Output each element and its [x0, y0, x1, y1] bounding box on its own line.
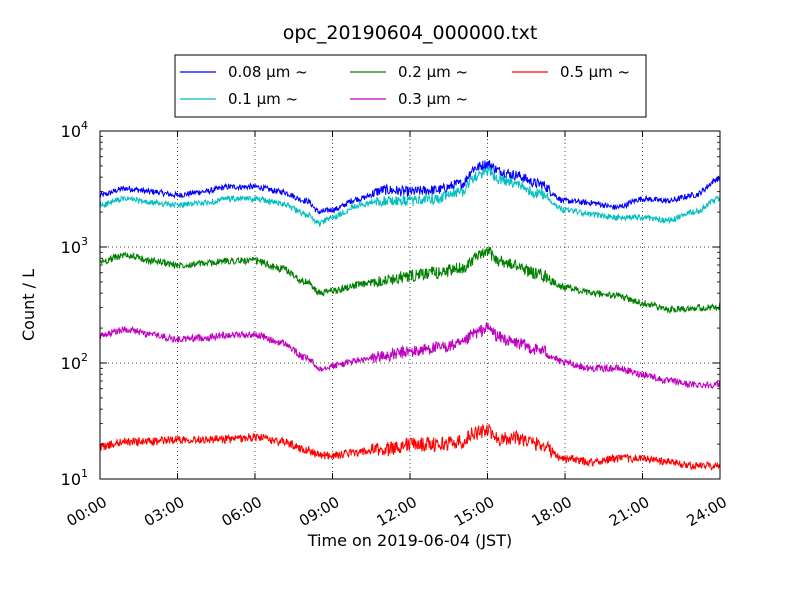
y-axis-label: Count / L: [19, 269, 38, 341]
x-tick-label: 12:00: [374, 493, 420, 530]
series-line: [99, 165, 721, 227]
axis-ticks: 00:00 03:00 06:00 09:00 12:00 15:00 18:00 21:00…: [61, 119, 730, 530]
chart-title: opc_20190604_000000.txt: [283, 22, 538, 44]
series-line: [99, 423, 721, 471]
series-line: [99, 322, 721, 390]
series-lines: [99, 160, 721, 471]
series-line: [99, 246, 721, 314]
y-tick-label: 104: [61, 119, 88, 141]
x-tick-label: 15:00: [451, 493, 497, 530]
x-tick-label: 18:00: [529, 493, 575, 530]
legend-label: 0.08 μm ~: [228, 63, 308, 81]
x-tick-label: 00:00: [64, 493, 110, 530]
series-line: [99, 160, 721, 215]
y-tick-label: 101: [61, 467, 88, 489]
x-tick-label: 06:00: [219, 493, 265, 530]
legend-label: 0.5 μm ~: [560, 63, 630, 81]
x-axis-label: Time on 2019-06-04 (JST): [307, 531, 512, 550]
y-tick-label: 102: [61, 351, 88, 373]
x-tick-label: 03:00: [141, 493, 187, 530]
y-tick-label: 103: [61, 235, 88, 257]
grid-lines: [100, 131, 720, 479]
x-tick-label: 21:00: [606, 493, 652, 530]
legend-box: [174, 54, 647, 118]
legend-label: 0.3 μm ~: [398, 90, 468, 108]
legend: 0.08 μm ~ 0.1 μm ~ 0.2 μm ~ 0.3 μm ~ 0.5 μm …: [174, 54, 647, 118]
legend-label: 0.1 μm ~: [228, 90, 298, 108]
legend-label: 0.2 μm ~: [398, 63, 468, 81]
x-tick-label: 24:00: [684, 493, 730, 530]
x-tick-label: 09:00: [296, 493, 342, 530]
